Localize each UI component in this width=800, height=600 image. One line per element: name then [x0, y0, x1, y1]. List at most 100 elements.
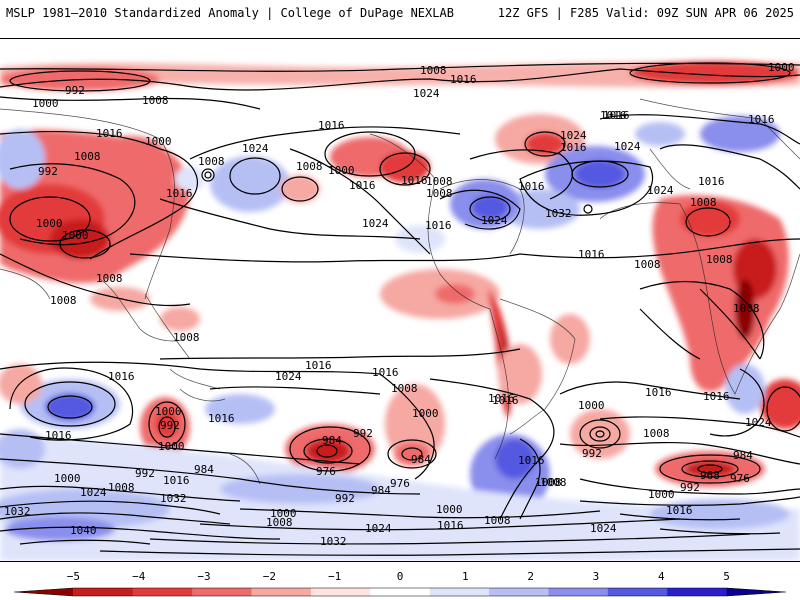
isobar-label: 1008	[426, 187, 453, 200]
colorbar-tick-label: 1	[462, 570, 469, 583]
isobar-label: 1024	[365, 522, 392, 535]
isobar-label: 984	[322, 434, 342, 447]
isobar-label: 976	[390, 477, 410, 490]
isobar-label: 1016	[437, 519, 464, 532]
isobar-label: 992	[160, 419, 180, 432]
coastlines	[0, 98, 800, 485]
colorbar-segment	[607, 588, 668, 596]
colorbar-tick-label: 0	[396, 570, 404, 583]
isobar-label: 1000	[436, 503, 463, 516]
isobar-label: 992	[353, 427, 373, 440]
colorbar-segment	[667, 588, 728, 596]
isobar-label: 1016	[600, 109, 627, 122]
isobar-label: 1000	[158, 440, 185, 453]
isobar-label: 1008	[74, 150, 101, 163]
isobar-label: 1008	[96, 272, 123, 285]
isobar-label: 1016	[349, 179, 376, 192]
isobar-label: 1024	[590, 522, 617, 535]
map-panel[interactable]: 1008 1016 1000 992 1000 1008 1024 1016 1…	[0, 38, 800, 562]
isobar-label: 1024	[242, 142, 269, 155]
colorbar-segment	[548, 588, 609, 596]
isobar-label: 1008	[733, 302, 760, 315]
isobar-label: 1016	[96, 127, 123, 140]
isobar-label: 1000	[36, 217, 63, 230]
isobar-label: 1024	[275, 370, 302, 383]
isobar-label: 1000	[768, 61, 795, 74]
isobar-label: 1016	[45, 429, 72, 442]
isobar-label: 1000	[270, 507, 297, 520]
isobar-label: 1016	[492, 394, 519, 407]
isobar-label: 1008	[484, 514, 511, 527]
colorbar-tick-label: −2	[262, 570, 276, 583]
isobar-label: 1016	[305, 359, 332, 372]
isobar-label: 1000	[328, 164, 355, 177]
isobar-label: 992	[335, 492, 355, 505]
isobar-label: 1016	[518, 454, 545, 467]
isobar-label: 1000	[62, 229, 89, 242]
colorbar-tick-label: 2	[527, 570, 534, 583]
colorbar-segment	[14, 588, 74, 596]
isobar-label: 1016	[645, 386, 672, 399]
isobar-label: 1000	[578, 399, 605, 412]
isobar-label: 984	[733, 449, 753, 462]
isobar-label: 1008	[198, 155, 225, 168]
isobar-label: 1016	[560, 141, 587, 154]
isobar-label: 1008	[535, 476, 562, 489]
isobar-label: 1008	[142, 94, 169, 107]
colorbar-svg	[13, 587, 787, 597]
isobar-label: 1008	[634, 258, 661, 271]
isobar-label: 1016	[372, 366, 399, 379]
isobar-label: 1008	[540, 476, 567, 489]
isobar-label: 1008	[173, 331, 200, 344]
colorbar: −5 −4 −3 −2 −1 0 1 2 3 4 5	[0, 568, 800, 600]
colorbar-tick-label: −3	[197, 570, 211, 583]
isobar-label: 1008	[266, 516, 293, 529]
isobar-label: 1008	[391, 382, 418, 395]
isobar-label: 1000	[155, 405, 182, 418]
isobar-label: 1008	[426, 175, 453, 188]
colorbar-segment	[310, 588, 371, 596]
colorbar-segment	[132, 588, 193, 596]
isobar-label: 1016	[488, 392, 515, 405]
colorbar-segment	[489, 588, 549, 596]
isobar-label: 1032	[160, 492, 187, 505]
colorbar-segment	[370, 588, 431, 596]
isobar-label: 1008	[706, 253, 733, 266]
isobar-label: 984	[411, 453, 431, 466]
isobar-label: 1008	[420, 64, 447, 77]
isobar-label: 984	[194, 463, 214, 476]
isobar-label: 1024	[80, 486, 107, 499]
isobar-label: 1016	[425, 219, 452, 232]
model-run-info: 12Z GFS | F285 Valid: 09Z SUN APR 06 202…	[497, 6, 794, 20]
isobar-label: 1008	[50, 294, 77, 307]
anomaly-shading	[0, 61, 800, 561]
isobar-label: 1040	[70, 524, 97, 537]
isobar-label: 1000	[648, 488, 675, 501]
isobar-label: 1016	[666, 504, 693, 517]
isobar-label: 1000	[412, 407, 439, 420]
isobar-label: 1016	[450, 73, 477, 86]
isobar-label: 976	[730, 472, 750, 485]
isobar-label: 1024	[614, 140, 641, 153]
colorbar-segment	[429, 588, 490, 596]
isobar-label: 1016	[166, 187, 193, 200]
colorbar-ramp	[13, 587, 787, 597]
isobar-label: 1016	[748, 113, 775, 126]
isobar-label: 1024	[647, 184, 674, 197]
isobar-label: 992	[38, 165, 58, 178]
isobar-label: 1016	[208, 412, 235, 425]
isobar-label: 1000	[32, 97, 59, 110]
isobar-label: 976	[316, 465, 336, 478]
isobar-label: 1024	[560, 129, 587, 142]
colorbar-tick-label: −5	[66, 570, 80, 583]
isobar-label: 992	[680, 481, 700, 494]
isobar-label: 1016	[603, 109, 630, 122]
isobar-label: 1024	[481, 214, 508, 227]
colorbar-tick-label: 4	[657, 570, 665, 583]
isobar-label: 1024	[413, 87, 440, 100]
map-title: MSLP 1981–2010 Standardized Anomaly | Co…	[6, 6, 454, 20]
colorbar-tick-label: −4	[132, 570, 146, 583]
colorbar-segment	[251, 588, 312, 596]
map-svg[interactable]: 1008 1016 1000 992 1000 1008 1024 1016 1…	[0, 39, 800, 561]
isobar-label: 992	[135, 467, 155, 480]
